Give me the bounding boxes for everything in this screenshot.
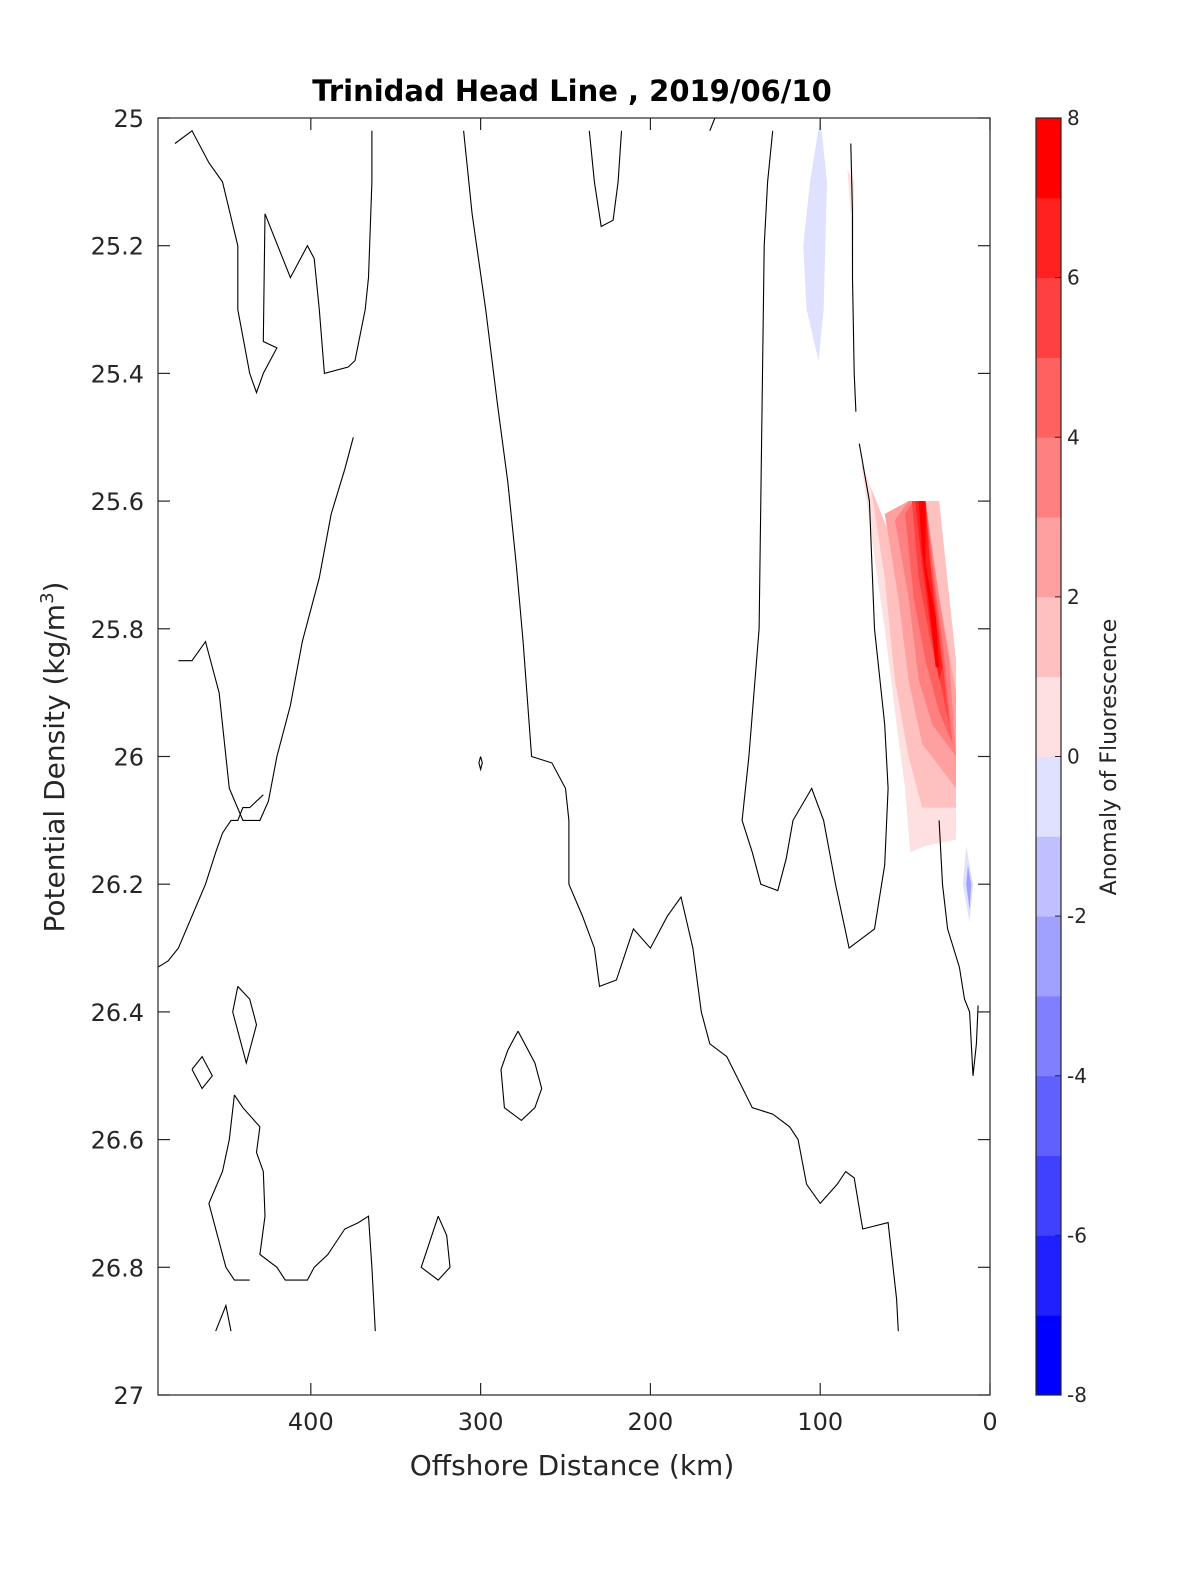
y-tick-label-3: 25.6	[91, 488, 144, 516]
contour-line-8	[938, 820, 979, 1076]
chart-title: Trinidad Head Line , 2019/06/10	[312, 74, 832, 108]
contour-line-11	[191, 1055, 213, 1090]
y-tick-label-4: 25.8	[91, 616, 144, 644]
y-tick-label-5: 26	[113, 744, 144, 772]
y-axis-title-close: )	[38, 582, 71, 593]
colorbar-band-14	[1036, 197, 1061, 279]
colorbar-title: Anomaly of Fluorescence	[1097, 619, 1122, 896]
colorbar-band-11	[1036, 437, 1061, 518]
colorbar-ticks: 8 6 4 2 0 -2 -4 -6 -8	[1055, 106, 1087, 1407]
colorbar-tick-label-1: 6	[1067, 266, 1080, 290]
colorbar-band-4	[1036, 995, 1061, 1077]
colorbar-band-3	[1036, 1075, 1061, 1157]
colorbar-band-8	[1036, 676, 1061, 757]
y-tick-label-7: 26.4	[91, 999, 144, 1027]
colorbar-band-15	[1036, 118, 1061, 199]
colorbar-band-1	[1036, 1235, 1061, 1316]
y-tick-label-10: 27	[113, 1382, 144, 1410]
colorbar-band-7	[1036, 756, 1061, 837]
colorbar-tick-label-3: 2	[1067, 585, 1080, 609]
colorbar-band-0	[1036, 1315, 1061, 1396]
contour-line-7	[850, 143, 857, 412]
contour-line-3	[157, 794, 264, 968]
colorbar-tick-label-2: 4	[1067, 425, 1080, 449]
filled-contours	[803, 118, 973, 923]
plot-area: 400 300 200 100 0 25 25.2 25.4 25.6 25.8 26 26.2 26…	[91, 105, 998, 1436]
contour-line-5	[709, 117, 716, 132]
x-tick-label-3: 100	[797, 1408, 843, 1436]
colorbar-tick-label-4: 0	[1067, 745, 1080, 769]
x-tick-label-1: 300	[458, 1408, 504, 1436]
colorbar-tick-label-5: -2	[1067, 904, 1087, 928]
x-tick-label-2: 200	[628, 1408, 674, 1436]
filled-region-8	[847, 169, 855, 297]
colorbar-tick-label-6: -4	[1067, 1064, 1087, 1088]
zero-contours	[157, 117, 979, 1332]
y-tick-label-1: 25.2	[91, 233, 144, 261]
contour-line-15	[420, 1215, 451, 1281]
filled-region-7	[918, 501, 940, 668]
contour-line-12	[500, 1030, 543, 1122]
colorbar-tick-label-0: 8	[1067, 106, 1080, 130]
colorbar-band-2	[1036, 1155, 1061, 1236]
y-axis-title-superscript: 3	[37, 592, 58, 603]
contour-line-10	[232, 986, 258, 1066]
contour-line-13	[233, 1094, 376, 1332]
y-tick-label-6: 26.2	[91, 871, 144, 899]
filled-region-9	[803, 118, 827, 361]
x-axis-title: Offshore Distance (km)	[410, 1449, 735, 1482]
contour-line-14	[208, 1094, 250, 1281]
y-axis-title: Potential Density (kg/m3)	[37, 582, 71, 933]
x-axis-ticks: 400 300 200 100 0	[288, 118, 998, 1436]
colorbar-tick-label-8: -8	[1067, 1383, 1087, 1407]
colorbar-band-12	[1036, 357, 1061, 438]
colorbar: 8 6 4 2 0 -2 -4 -6 -8	[1035, 106, 1087, 1407]
x-tick-label-0: 400	[288, 1408, 334, 1436]
y-tick-label-9: 26.8	[91, 1254, 144, 1282]
x-tick-label-4: 0	[982, 1408, 997, 1436]
colorbar-band-5	[1036, 916, 1061, 997]
contour-line-2	[178, 437, 354, 821]
filled-region-11	[966, 865, 972, 910]
y-tick-label-0: 25	[113, 105, 144, 133]
colorbar-bands	[1036, 118, 1061, 1396]
y-axis-title-main: Potential Density (kg/m	[38, 604, 71, 933]
y-tick-label-8: 26.6	[91, 1127, 144, 1155]
plot-frame	[157, 117, 991, 1396]
colorbar-band-13	[1036, 277, 1061, 358]
contour-line-6	[741, 130, 889, 950]
colorbar-tick-label-7: -6	[1067, 1223, 1087, 1247]
y-tick-label-2: 25.4	[91, 360, 144, 388]
contour-line-9	[478, 756, 483, 772]
colorbar-band-9	[1036, 596, 1061, 678]
y-axis-ticks: 25 25.2 25.4 25.6 25.8 26 26.2 26.4 26.6 26.8 27	[91, 105, 990, 1410]
contour-line-0	[174, 129, 373, 395]
contour-line-1	[463, 130, 899, 1332]
contour-line-16	[215, 1303, 232, 1332]
contour-line-4	[588, 130, 623, 228]
colorbar-band-6	[1036, 836, 1061, 917]
colorbar-band-10	[1036, 517, 1061, 598]
